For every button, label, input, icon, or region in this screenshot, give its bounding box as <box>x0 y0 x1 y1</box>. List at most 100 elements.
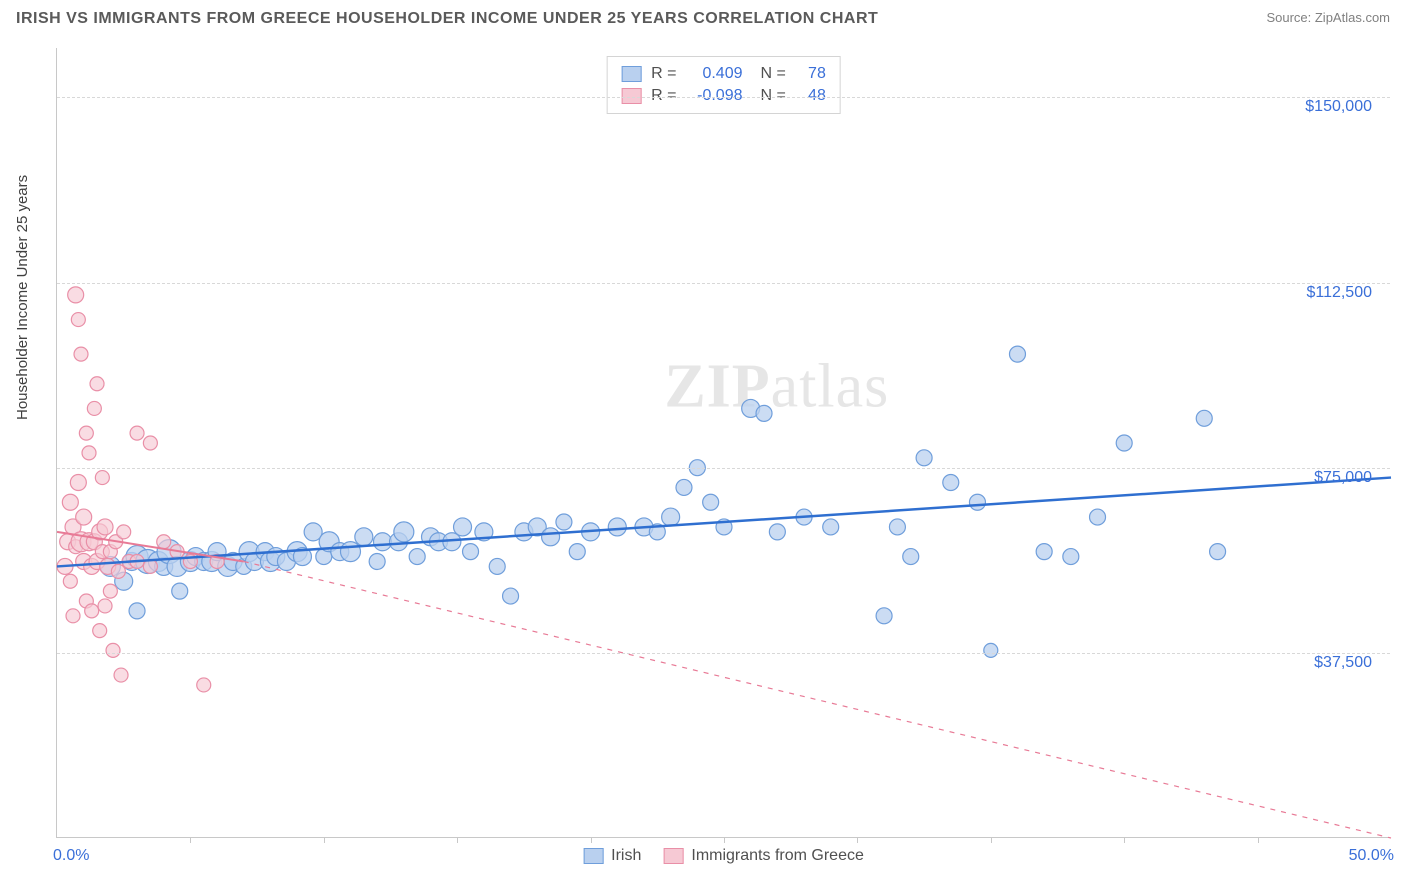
data-point <box>68 287 84 303</box>
gridline <box>57 653 1390 654</box>
x-max-label: 50.0% <box>1349 847 1394 865</box>
data-point <box>157 535 171 549</box>
data-point <box>373 533 391 551</box>
data-point <box>394 522 414 542</box>
data-point <box>85 604 99 618</box>
chart-title: IRISH VS IMMIGRANTS FROM GREECE HOUSEHOL… <box>16 10 878 28</box>
data-point <box>409 549 425 565</box>
y-tick-label: $112,500 <box>1306 284 1372 302</box>
data-point <box>916 450 932 466</box>
data-point <box>76 509 92 525</box>
source-label: Source: ZipAtlas.com <box>1266 10 1390 25</box>
n-value: 78 <box>796 65 826 83</box>
data-point <box>662 508 680 526</box>
trend-line-extrapolated <box>244 562 1391 839</box>
y-tick-label: $37,500 <box>1314 654 1372 672</box>
data-point <box>70 475 86 491</box>
legend-item: Irish <box>583 847 641 865</box>
data-point <box>463 544 479 560</box>
data-point <box>542 528 560 546</box>
data-point <box>569 544 585 560</box>
data-point <box>703 494 719 510</box>
data-point <box>114 668 128 682</box>
y-tick-label: $150,000 <box>1305 98 1372 116</box>
x-tick <box>1258 837 1259 843</box>
gridline <box>57 97 1390 98</box>
x-tick <box>591 837 592 843</box>
data-point <box>130 426 144 440</box>
data-point <box>984 643 998 657</box>
data-point <box>876 608 892 624</box>
data-point <box>79 426 93 440</box>
data-point <box>903 549 919 565</box>
data-point <box>62 494 78 510</box>
data-point <box>93 624 107 638</box>
legend-item: Immigrants from Greece <box>663 847 863 865</box>
n-label: N = <box>761 65 786 83</box>
correlation-legend: R =0.409N =78R =-0.098N =48 <box>606 56 841 114</box>
data-point <box>103 584 117 598</box>
data-point <box>489 558 505 574</box>
r-value: -0.098 <box>687 87 743 105</box>
data-point <box>676 479 692 495</box>
data-point <box>95 471 109 485</box>
chart-svg <box>57 48 1390 837</box>
x-tick <box>724 837 725 843</box>
data-point <box>340 542 360 562</box>
data-point <box>98 599 112 613</box>
data-point <box>608 518 626 536</box>
legend-swatch <box>621 88 641 104</box>
legend-swatch <box>583 848 603 864</box>
data-point <box>769 524 785 540</box>
data-point <box>355 528 373 546</box>
n-label: N = <box>761 87 786 105</box>
data-point <box>74 347 88 361</box>
x-min-label: 0.0% <box>53 847 89 865</box>
data-point <box>756 405 772 421</box>
legend-label: Irish <box>611 847 641 865</box>
legend-label: Immigrants from Greece <box>691 847 863 865</box>
data-point <box>197 678 211 692</box>
data-point <box>90 377 104 391</box>
data-point <box>1116 435 1132 451</box>
legend-swatch <box>621 66 641 82</box>
data-point <box>1090 509 1106 525</box>
data-point <box>87 401 101 415</box>
series-legend: Irish Immigrants from Greece <box>583 847 864 865</box>
x-tick <box>1124 837 1125 843</box>
data-point <box>106 643 120 657</box>
data-point <box>369 554 385 570</box>
n-value: 48 <box>796 87 826 105</box>
data-point <box>1063 549 1079 565</box>
data-point <box>97 519 113 535</box>
data-point <box>1210 544 1226 560</box>
x-tick <box>324 837 325 843</box>
data-point <box>503 588 519 604</box>
data-point <box>969 494 985 510</box>
data-point <box>823 519 839 535</box>
legend-row: R = -0.098 N = 48 <box>621 85 826 107</box>
data-point <box>63 574 77 588</box>
data-point <box>889 519 905 535</box>
data-point <box>943 475 959 491</box>
x-tick <box>190 837 191 843</box>
chart-plot-area: ZIPatlas R =0.409N =78R =-0.098N =48 Iri… <box>56 48 1390 838</box>
data-point <box>1009 346 1025 362</box>
data-point <box>129 603 145 619</box>
legend-swatch <box>663 848 683 864</box>
data-point <box>66 609 80 623</box>
data-point <box>1196 410 1212 426</box>
y-tick-label: $75,000 <box>1314 469 1372 487</box>
legend-row: R =0.409N =78 <box>621 63 826 85</box>
data-point <box>117 525 131 539</box>
data-point <box>71 313 85 327</box>
data-point <box>1036 544 1052 560</box>
data-point <box>556 514 572 530</box>
data-point <box>172 583 188 599</box>
data-point <box>454 518 472 536</box>
data-point <box>111 564 125 578</box>
gridline <box>57 283 1390 284</box>
r-label: R = <box>651 87 676 105</box>
x-tick <box>857 837 858 843</box>
gridline <box>57 468 1390 469</box>
